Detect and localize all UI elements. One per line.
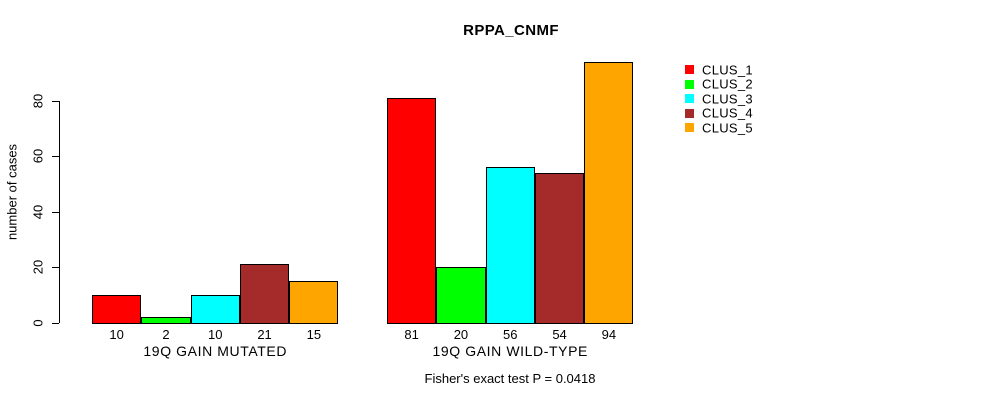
y-tick-label: 60 — [30, 148, 46, 164]
y-tick-label: 0 — [30, 319, 46, 327]
legend-swatch-clus_2 — [685, 79, 694, 89]
legend-swatch-clus_5 — [685, 123, 694, 133]
bar-value-label: 94 — [601, 326, 617, 342]
bar-value-label: 81 — [404, 326, 419, 342]
y-tick-mark — [52, 211, 59, 213]
y-tick-label: 80 — [30, 93, 46, 108]
legend-label-clus_5: CLUS_5 — [702, 120, 753, 136]
legend-label-clus_2: CLUS_2 — [702, 76, 753, 92]
bar-clus_3-group1 — [190, 294, 240, 324]
y-axis — [59, 100, 60, 323]
y-tick-label: 40 — [30, 204, 46, 219]
y-tick-mark — [52, 100, 59, 102]
bar-value-label: 2 — [162, 326, 170, 342]
bar-clus_3-group2 — [485, 167, 535, 324]
bar-clus_4-group2 — [534, 172, 585, 324]
y-tick-mark — [52, 267, 59, 269]
y-tick-label: 20 — [30, 259, 46, 275]
y-tick-mark — [52, 322, 59, 324]
bar-value-label: 56 — [503, 326, 518, 342]
bar-value-label: 15 — [306, 326, 322, 342]
legend-label-clus_1: CLUS_1 — [702, 62, 753, 77]
y-axis-label: number of cases — [4, 143, 20, 241]
bar-value-label: 20 — [453, 326, 469, 342]
fisher-test-annotation: Fisher's exact test P = 0.0418 — [424, 371, 596, 386]
bar-value-label: 21 — [257, 326, 272, 342]
legend-swatch-clus_1 — [685, 65, 694, 74]
x-category-label: 19Q GAIN MUTATED — [143, 343, 288, 359]
x-category-label: 19Q GAIN WILD-TYPE — [432, 343, 588, 359]
legend-label-clus_3: CLUS_3 — [702, 91, 753, 107]
bar-value-label: 10 — [208, 326, 223, 342]
legend-swatch-clus_4 — [685, 108, 694, 118]
y-tick-mark — [52, 156, 59, 158]
legend-label-clus_4: CLUS_4 — [702, 105, 753, 121]
bar-clus_2-group2 — [436, 267, 486, 324]
chart-title: RPPA_CNMF — [463, 22, 559, 39]
bar-clus_5-group1 — [289, 281, 339, 324]
bar-clus_2-group1 — [141, 317, 191, 324]
bar-clus_4-group1 — [239, 264, 290, 324]
bar-clus_1-group2 — [387, 97, 437, 324]
bar-value-label: 10 — [109, 326, 124, 342]
bar-value-label: 54 — [552, 326, 567, 342]
legend-swatch-clus_3 — [685, 94, 694, 104]
bar-clus_1-group1 — [92, 294, 142, 324]
bar-clus_5-group2 — [584, 61, 634, 324]
